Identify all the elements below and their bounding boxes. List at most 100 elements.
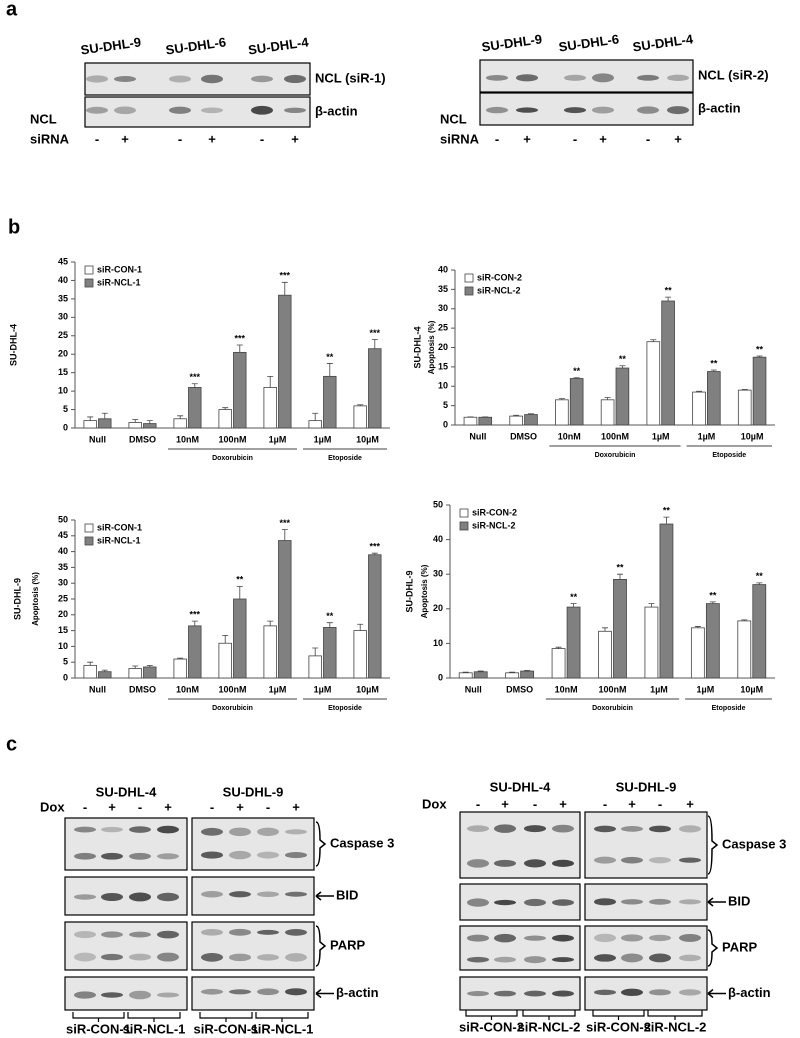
y-axis-label: Apoptosis (%)	[31, 572, 40, 626]
bar	[707, 371, 721, 426]
y-tick-label: 10	[438, 381, 448, 391]
legend-swatch	[84, 536, 94, 546]
blot-band	[621, 856, 643, 864]
lane-label: Dox	[422, 796, 447, 811]
error-bar	[222, 634, 229, 644]
lane-label: siRNA	[440, 131, 480, 146]
group-label: siR-NCL-2	[644, 1019, 707, 1034]
arrow	[707, 988, 726, 999]
blot-band	[284, 74, 306, 84]
y-tick-label: 35	[58, 293, 68, 303]
group-label: siR-CON-1	[193, 1021, 258, 1036]
blot-band	[594, 856, 616, 864]
y-axis-label: SU-DHL-9	[12, 578, 22, 620]
blot-row-label: β-actin	[728, 985, 771, 1000]
lane-sign: -	[476, 796, 480, 811]
cell-line-label: SU-DHL-9	[223, 784, 284, 799]
bar	[646, 341, 661, 426]
blot-band	[494, 824, 516, 833]
lane-sign: -	[210, 799, 214, 814]
significance: **	[570, 592, 578, 602]
cell-line-label: SU-DHL-9	[616, 779, 677, 794]
blot-band	[516, 107, 538, 113]
bar	[98, 671, 112, 679]
significance: ***	[280, 518, 291, 528]
blot-band	[621, 953, 643, 963]
y-tick-label: 20	[433, 603, 443, 613]
blot-band	[201, 851, 223, 859]
y-tick-label: 10	[433, 638, 443, 648]
error-bar	[570, 603, 577, 608]
bracket	[707, 929, 719, 967]
cell-line-label: SU-DHL-6	[165, 34, 227, 57]
blot-band	[201, 988, 223, 995]
blot-band	[467, 825, 489, 832]
error-bar	[146, 420, 153, 424]
blot-row-label: BID	[728, 893, 750, 908]
blot-band	[101, 826, 123, 833]
bar	[323, 375, 337, 429]
error-bar	[604, 397, 611, 400]
lane-sign: +	[121, 131, 129, 146]
y-tick-label: 5	[63, 657, 68, 667]
group-bracket	[592, 1010, 645, 1020]
error-bar	[648, 603, 655, 608]
error-bar	[371, 552, 378, 555]
x-tick-label: 1µM	[697, 684, 715, 694]
blot-band	[257, 988, 279, 996]
blot-band	[679, 825, 701, 833]
blot-band	[494, 956, 516, 963]
lane-sign: -	[138, 799, 142, 814]
blot-frame	[584, 811, 708, 879]
blot-band	[229, 989, 251, 995]
error-bar	[132, 419, 139, 423]
group-label: siR-CON-2	[459, 1019, 524, 1034]
bar	[188, 625, 202, 679]
lane-sign: +	[501, 796, 509, 811]
blot-band	[516, 74, 538, 82]
bar	[752, 584, 767, 679]
blot-band	[552, 859, 574, 867]
blot-band	[467, 990, 489, 997]
y-axis-label: Apoptosis (%)	[427, 320, 436, 374]
blot-band	[564, 107, 586, 114]
lane-sign: +	[628, 796, 636, 811]
blot-frame	[584, 925, 708, 971]
error-bar	[236, 344, 243, 353]
panel-label: a	[6, 0, 18, 20]
blot-band	[101, 892, 123, 902]
bar	[520, 670, 535, 679]
bar	[308, 420, 322, 429]
error-bar	[477, 670, 484, 672]
lane-sign: -	[178, 131, 182, 146]
significance: **	[573, 366, 581, 376]
significance: **	[756, 344, 764, 354]
x-tick-label: Null	[465, 684, 482, 694]
group-label: siR-NCL-1	[123, 1021, 186, 1036]
bar	[659, 523, 674, 679]
blot-band	[229, 827, 251, 837]
blot-row-label: Caspase 3	[722, 836, 786, 851]
bar	[83, 420, 97, 429]
group-label: Doxorubicin	[595, 452, 636, 459]
blot-band	[594, 933, 616, 943]
x-tick-label: 10nM	[176, 684, 199, 694]
x-tick-label: 10nM	[555, 684, 578, 694]
blot-band	[129, 931, 151, 938]
error-bar	[222, 407, 229, 410]
blot-band	[524, 825, 546, 833]
legend-label: siR-NCL-1	[97, 277, 141, 287]
x-tick-label: DMSO	[506, 684, 533, 694]
bar	[263, 387, 277, 429]
bar	[143, 423, 157, 429]
group-bracket	[199, 1012, 253, 1022]
blot-row-label: PARP	[722, 939, 757, 954]
y-tick-label: 20	[58, 609, 68, 619]
y-tick-label: 20	[438, 342, 448, 352]
blot-frame	[479, 59, 694, 93]
lane-sign: +	[208, 131, 216, 146]
blot-band	[592, 106, 614, 114]
lane-sign: +	[236, 799, 244, 814]
legend-label: siR-NCL-2	[477, 285, 521, 295]
